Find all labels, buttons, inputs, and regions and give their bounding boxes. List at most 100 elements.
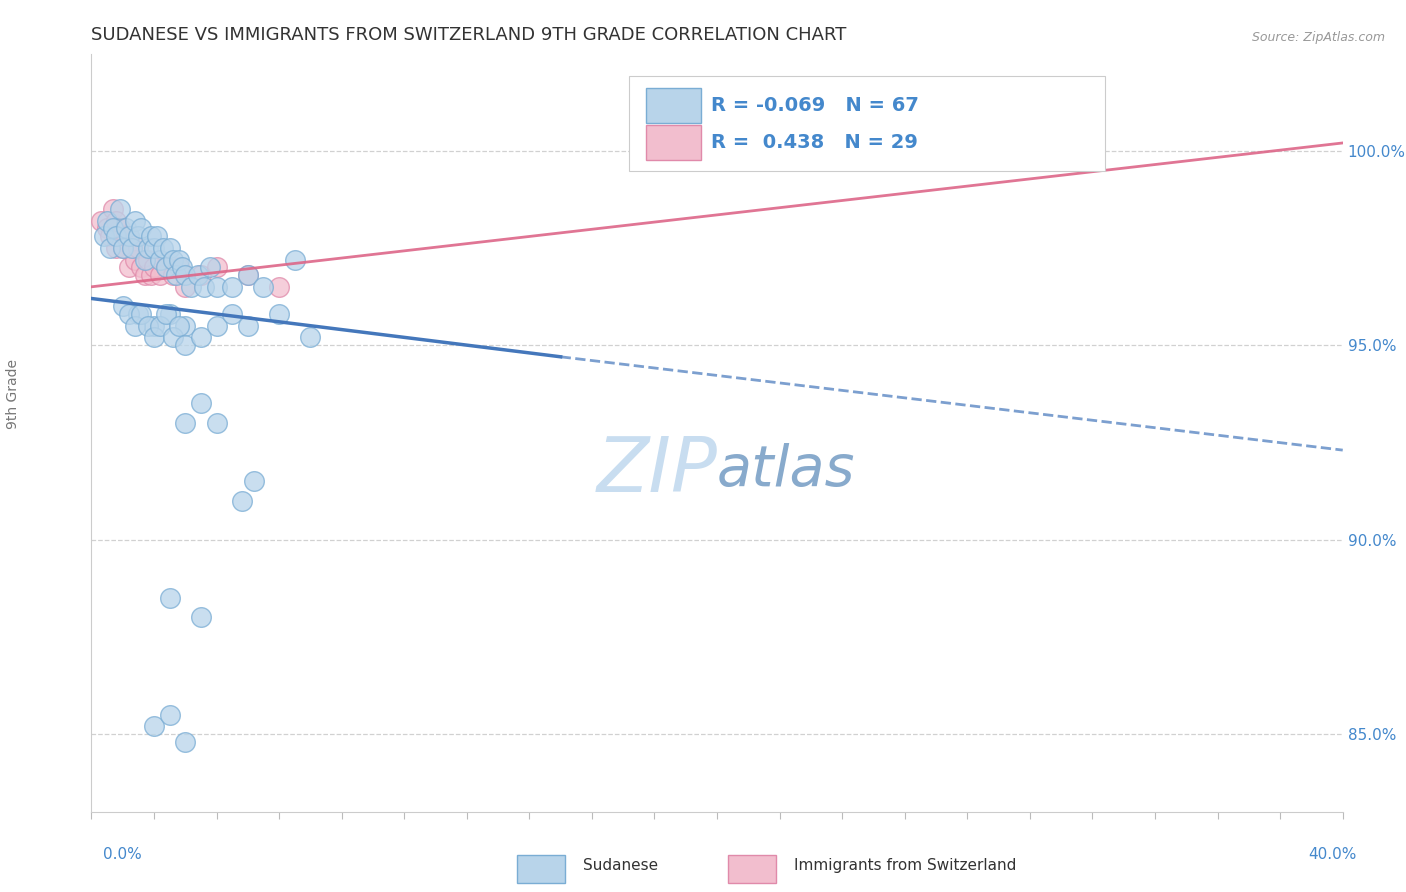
Point: [149, 252, 172, 267]
Text: R = -0.069   N = 67: R = -0.069 N = 67: [711, 96, 918, 115]
Point: [155, 260, 177, 275]
Point: [200, 260, 222, 275]
Point: [131, 307, 153, 321]
Point: [114, 229, 136, 244]
Point: [96, 213, 118, 227]
Point: [205, 416, 228, 430]
Point: [127, 307, 149, 321]
Point: [143, 260, 166, 275]
Point: [111, 241, 134, 255]
Text: Immigrants from Switzerland: Immigrants from Switzerland: [794, 858, 1017, 872]
Point: [111, 299, 134, 313]
Point: [124, 213, 146, 227]
Point: [131, 221, 153, 235]
Point: [136, 318, 159, 333]
Point: [167, 260, 190, 275]
Point: [149, 268, 172, 282]
Point: [236, 318, 259, 333]
Point: [121, 241, 143, 255]
Point: [267, 307, 290, 321]
Point: [118, 229, 141, 244]
Point: [167, 252, 190, 267]
Point: [103, 221, 125, 235]
Point: [139, 229, 162, 244]
Text: R =  0.438   N = 29: R = 0.438 N = 29: [711, 133, 918, 152]
Point: [136, 252, 159, 267]
Point: [105, 241, 128, 255]
Point: [146, 229, 169, 244]
Point: [174, 338, 197, 352]
Point: [103, 202, 125, 216]
Text: Sudanese: Sudanese: [583, 858, 658, 872]
Point: [205, 260, 228, 275]
Point: [205, 280, 228, 294]
Point: [98, 229, 121, 244]
Text: ZIP: ZIP: [596, 434, 717, 508]
Point: [165, 268, 187, 282]
Text: 9th Grade: 9th Grade: [6, 359, 20, 429]
Point: [134, 252, 156, 267]
Point: [162, 330, 184, 344]
Point: [108, 202, 131, 216]
Text: 40.0%: 40.0%: [1309, 847, 1357, 862]
Point: [124, 318, 146, 333]
Point: [284, 252, 307, 267]
Point: [108, 221, 131, 235]
Point: [174, 416, 197, 430]
Point: [167, 318, 190, 333]
Point: [236, 268, 259, 282]
Point: [831, 124, 853, 138]
FancyBboxPatch shape: [645, 88, 700, 123]
Point: [93, 229, 115, 244]
Point: [267, 280, 290, 294]
Point: [152, 241, 174, 255]
Point: [90, 213, 112, 227]
Text: Source: ZipAtlas.com: Source: ZipAtlas.com: [1251, 31, 1385, 45]
Point: [155, 307, 177, 321]
Point: [98, 241, 121, 255]
Point: [159, 241, 181, 255]
Point: [174, 268, 197, 282]
Point: [243, 474, 266, 488]
Point: [159, 591, 181, 605]
Point: [221, 280, 243, 294]
Point: [159, 307, 181, 321]
Point: [127, 229, 149, 244]
Point: [205, 318, 228, 333]
Point: [162, 268, 184, 282]
Point: [180, 280, 202, 294]
Point: [127, 241, 149, 255]
Point: [118, 307, 141, 321]
Point: [193, 280, 215, 294]
Point: [96, 221, 118, 235]
Text: 0.0%: 0.0%: [103, 847, 142, 862]
Point: [221, 307, 243, 321]
Point: [143, 719, 166, 733]
Point: [111, 241, 134, 255]
Point: [252, 280, 274, 294]
Point: [121, 241, 143, 255]
Text: atlas: atlas: [717, 443, 856, 498]
Point: [190, 268, 212, 282]
Point: [105, 229, 128, 244]
Point: [143, 318, 166, 333]
Point: [149, 318, 172, 333]
Point: [190, 330, 212, 344]
Point: [190, 610, 212, 624]
Point: [114, 221, 136, 235]
Point: [139, 268, 162, 282]
Point: [118, 260, 141, 275]
Point: [172, 260, 194, 275]
Point: [299, 330, 322, 344]
Point: [174, 735, 197, 749]
Text: SUDANESE VS IMMIGRANTS FROM SWITZERLAND 9TH GRADE CORRELATION CHART: SUDANESE VS IMMIGRANTS FROM SWITZERLAND …: [91, 26, 846, 44]
Point: [236, 268, 259, 282]
Point: [124, 252, 146, 267]
FancyBboxPatch shape: [630, 77, 1105, 171]
Point: [162, 252, 184, 267]
Point: [136, 241, 159, 255]
Point: [134, 268, 156, 282]
Point: [131, 260, 153, 275]
Point: [118, 229, 141, 244]
Point: [155, 260, 177, 275]
